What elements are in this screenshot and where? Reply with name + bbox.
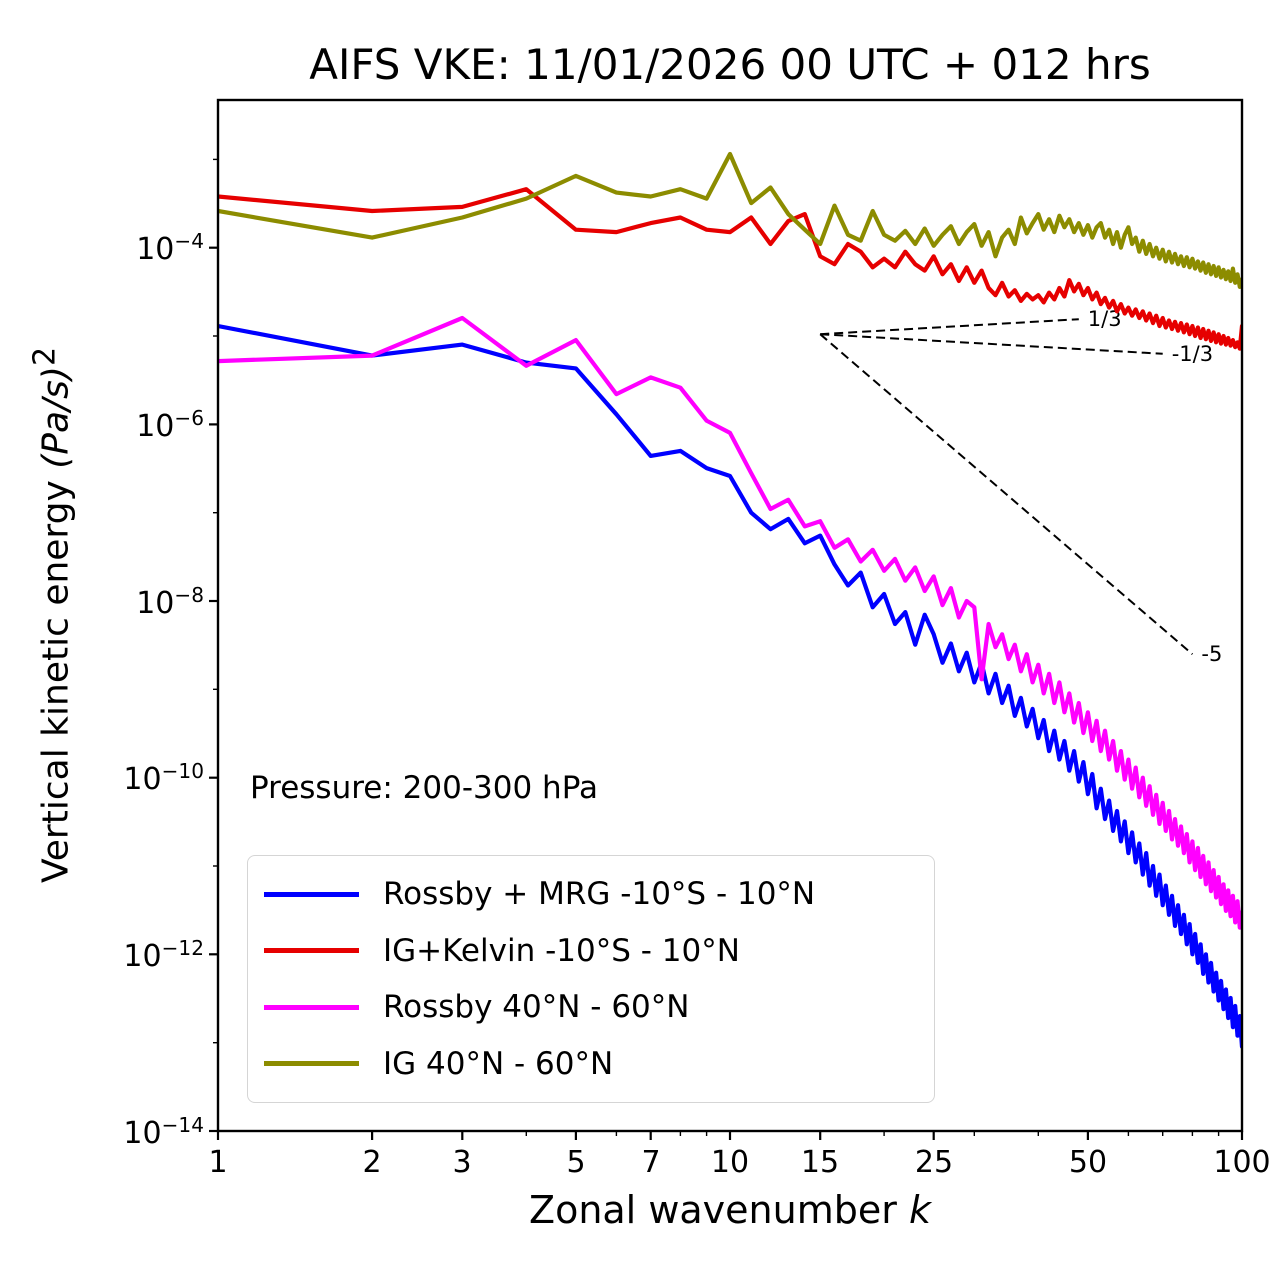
legend-label: Rossby 40°N - 60°N — [383, 989, 690, 1026]
y-axis-label-text: Vertical kinetic energy — [35, 468, 77, 884]
legend-line-sample — [264, 1061, 359, 1067]
x-axis-label-text: Zonal wavenumber — [529, 1188, 909, 1232]
legend-item: IG 40°N - 60°N — [264, 1046, 934, 1082]
x-axis-label: Zonal wavenumber k — [218, 1188, 1242, 1232]
legend-item: Rossby + MRG -10°S - 10°N — [264, 876, 934, 912]
pressure-annotation: Pressure: 200-300 hPa — [250, 770, 598, 806]
y-axis-label-exponent: 2 — [27, 346, 63, 367]
x-tick-label: 2 — [362, 1145, 382, 1180]
x-tick-label: 25 — [914, 1145, 954, 1180]
y-tick-label: 10−10 — [123, 759, 204, 797]
svg-text:-1/3: -1/3 — [1172, 342, 1213, 366]
y-tick-label: 10−4 — [136, 229, 204, 267]
legend-label: IG 40°N - 60°N — [383, 1045, 614, 1082]
svg-text:-5: -5 — [1201, 642, 1222, 666]
legend-line-sample — [264, 1004, 359, 1010]
legend-line-sample — [264, 948, 359, 954]
x-tick-label: 50 — [1068, 1145, 1108, 1180]
chart-title: AIFS VKE: 11/01/2026 00 UTC + 012 hrs — [309, 40, 1151, 89]
legend-item: IG+Kelvin -10°S - 10°N — [264, 933, 934, 969]
x-tick-label: 1 — [208, 1145, 228, 1180]
x-tick-label: 3 — [452, 1145, 472, 1180]
x-axis-label-symbol: k — [908, 1188, 931, 1232]
y-tick-label: 10−8 — [136, 583, 204, 621]
legend: Rossby + MRG -10°S - 10°N IG+Kelvin -10°… — [247, 855, 935, 1103]
legend-label: Rossby + MRG -10°S - 10°N — [383, 876, 816, 913]
y-tick-label: 10−6 — [136, 406, 204, 444]
x-tick-label: 5 — [566, 1145, 586, 1180]
legend-line-sample — [264, 891, 359, 897]
legend-item: Rossby 40°N - 60°N — [264, 989, 934, 1025]
y-tick-label: 10−12 — [123, 936, 204, 974]
x-tick-label: 10 — [710, 1145, 750, 1180]
legend-label: IG+Kelvin -10°S - 10°N — [383, 932, 740, 969]
x-tick-label: 7 — [641, 1145, 661, 1180]
x-tick-label: 100 — [1213, 1145, 1271, 1180]
x-tick-label: 15 — [800, 1145, 840, 1180]
y-tick-label: 10−14 — [123, 1113, 204, 1151]
